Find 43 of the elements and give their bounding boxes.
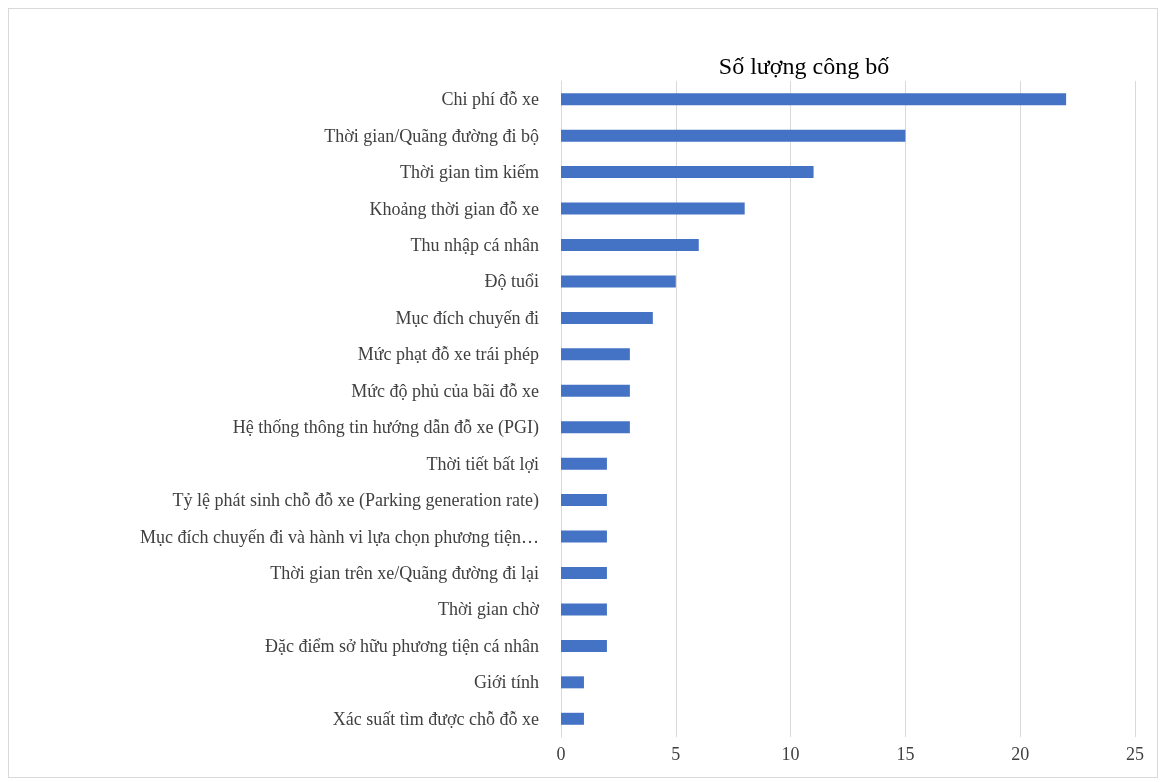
y-tick-label: Khoảng thời gian đỗ xe	[369, 198, 539, 219]
bar	[561, 129, 906, 142]
x-tick-label: 10	[781, 744, 800, 764]
x-tick-label: 25	[1126, 744, 1144, 764]
bar	[561, 311, 653, 324]
bar	[561, 712, 584, 725]
bar	[561, 639, 607, 652]
y-tick-label: Thời tiết bất lợi	[426, 453, 539, 474]
bar	[561, 239, 699, 251]
bar	[561, 567, 607, 579]
y-tick-label: Xác suất tìm được chỗ đỗ xe	[332, 708, 540, 729]
y-tick-label: Giới tính	[473, 672, 539, 693]
y-tick-label: Mức độ phủ của bãi đỗ xe	[351, 380, 539, 401]
bar	[561, 603, 607, 616]
bar	[561, 384, 630, 397]
x-tick-label: 20	[1011, 744, 1030, 764]
y-tick-label: Mục đích chuyến đi và hành vi lựa chọn phương tiện…	[140, 526, 539, 547]
y-tick-label: Thời gian tìm kiếm	[400, 162, 539, 183]
bar	[561, 421, 630, 434]
bar	[561, 494, 607, 507]
y-tick-label: Thu nhập cá nhân	[410, 235, 539, 255]
x-tick-label: 15	[896, 744, 915, 764]
y-tick-label: Thời gian trên xe/Quãng đường đi lại	[270, 563, 539, 583]
bar	[561, 530, 607, 543]
x-tick-label: 5	[671, 744, 681, 764]
y-tick-label: Chi phí đỗ xe	[441, 89, 540, 110]
bar	[561, 275, 676, 288]
bar	[561, 676, 584, 689]
y-tick-label: Thời gian/Quãng đường đi bộ	[324, 125, 539, 146]
bar	[561, 348, 630, 361]
chart-title: Số lượng công bố	[718, 53, 890, 79]
x-tick-label: 0	[556, 744, 566, 764]
y-tick-label: Đặc điểm sở hữu phương tiện cá nhân	[265, 635, 539, 656]
bar	[561, 457, 607, 470]
bar	[561, 93, 1067, 106]
y-tick-label: Thời gian chờ	[437, 599, 540, 620]
y-tick-label: Mục đích chuyến đi	[395, 307, 539, 328]
y-tick-label: Tỷ lệ phát sinh chỗ đỗ xe (Parking generation rate)	[172, 490, 539, 512]
bar	[561, 166, 814, 179]
y-tick-label: Mức phạt đỗ xe trái phép	[357, 344, 539, 365]
y-tick-label: Hệ thống thông tin hướng dẫn đỗ xe (PGI)	[232, 417, 539, 439]
bar	[561, 202, 745, 215]
y-tick-label: Độ tuổi	[484, 271, 539, 292]
